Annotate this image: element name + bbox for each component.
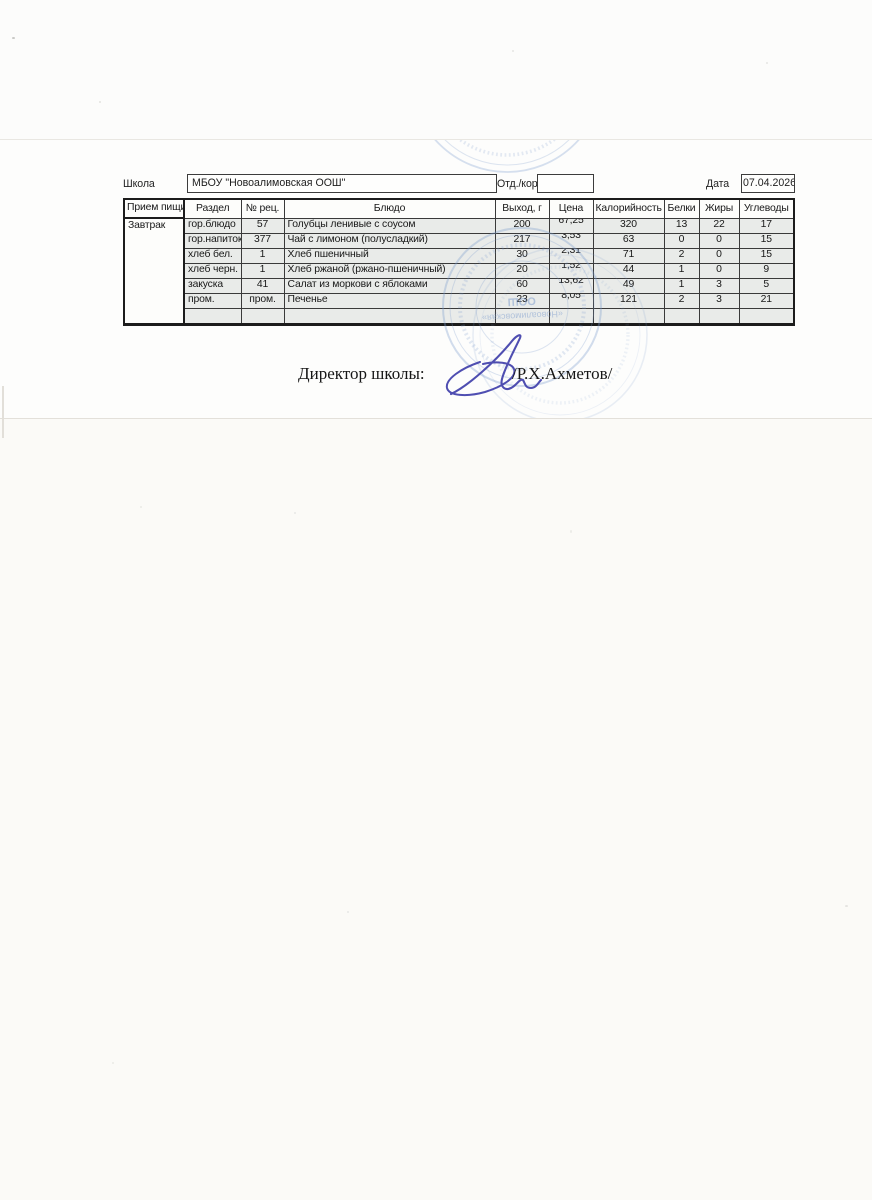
cell-carbs: 21 <box>738 292 795 309</box>
cell-out: 30 <box>494 247 550 264</box>
cell-price: 1,52 <box>561 263 581 272</box>
cell-price: 8,05 <box>561 293 581 302</box>
cell-dish: Печенье <box>283 292 496 309</box>
col-header-out: Выход, г <box>494 198 550 219</box>
dust-speck <box>12 37 15 39</box>
cell-rec: 1 <box>240 262 285 279</box>
table-row: хлеб черн. 1 Хлеб ржаной (ржано-пшеничны… <box>124 262 795 279</box>
cell-section: гор.напиток <box>183 232 242 249</box>
cell-protein: 2 <box>663 247 700 264</box>
col-header-protein: Белки <box>663 198 700 219</box>
cell-fat: 3 <box>698 292 740 309</box>
cell-kcal: 49 <box>592 277 665 294</box>
cell-out: 23 <box>494 292 550 309</box>
table-row: Завтрак гор.блюдо 57 Голубцы ленивые с с… <box>123 217 795 325</box>
dust-speck <box>140 506 142 508</box>
cell-protein: 13 <box>663 217 700 234</box>
col-header-kcal: Калорийность <box>592 198 665 219</box>
col-header-rec: № рец. <box>240 198 285 219</box>
cell-section: гор.блюдо <box>183 217 242 234</box>
cell-kcal: 121 <box>592 292 665 309</box>
cell-carbs: 17 <box>738 217 795 234</box>
cell-protein: 2 <box>663 292 700 309</box>
document-paper: Школа МБОУ "Новоалимовская ООШ" Отд./кор… <box>0 140 872 418</box>
cell-kcal: 63 <box>592 232 665 249</box>
stamp-fragment-top <box>434 140 580 173</box>
cell-price: 2,31 <box>561 248 581 257</box>
dust-speck <box>512 50 514 52</box>
dust-speck <box>570 530 572 533</box>
school-label: Школа <box>123 178 155 190</box>
cell-dish: Голубцы ленивые с соусом <box>283 217 496 234</box>
director-name: /Р.Х.Ахметов/ <box>512 364 613 383</box>
cell-carbs: 15 <box>738 232 795 249</box>
cell-dish: Хлеб пшеничный <box>283 247 496 264</box>
cell-fat: 22 <box>698 217 740 234</box>
table-header-row: Прием пищи Раздел № рец. Блюдо Выход, г … <box>123 198 795 219</box>
col-header-meal: Прием пищи <box>123 198 185 219</box>
cell-protein: 1 <box>663 277 700 294</box>
cell-kcal: 71 <box>592 247 665 264</box>
cell-carbs: 9 <box>738 262 795 279</box>
dept-value-field <box>537 174 594 193</box>
cell-carbs: 15 <box>738 247 795 264</box>
col-header-dish: Блюдо <box>283 198 496 219</box>
col-header-price: Цена <box>548 198 594 219</box>
paper-edge-artifact <box>2 386 4 438</box>
cell-rec: 1 <box>240 247 285 264</box>
cell-rec: 57 <box>240 217 285 234</box>
cell-section: хлеб бел. <box>183 247 242 264</box>
cell-protein: 0 <box>663 232 700 249</box>
cell-kcal: 44 <box>592 262 665 279</box>
scanner-background-bottom <box>0 418 872 1200</box>
cell-kcal: 320 <box>592 217 665 234</box>
cell-out: 20 <box>494 262 550 279</box>
cell-rec: 377 <box>240 232 285 249</box>
date-label: Дата <box>706 178 730 190</box>
table-row: закуска 41 Салат из моркови с яблоками 6… <box>124 277 795 294</box>
cell-dish: Хлеб ржаной (ржано-пшеничный) <box>283 262 496 279</box>
cell-fat: 3 <box>698 277 740 294</box>
dust-speck <box>112 1062 114 1064</box>
cell-section: закуска <box>183 277 242 294</box>
cell-dish: Чай с лимоном (полусладкий) <box>283 232 496 249</box>
dust-speck <box>99 101 101 103</box>
dust-speck <box>766 62 768 64</box>
cell-price: 3,53 <box>561 233 581 242</box>
school-value-field: МБОУ "Новоалимовская ООШ" <box>187 174 497 193</box>
table-row-empty <box>124 307 795 325</box>
col-header-fat: Жиры <box>698 198 740 219</box>
cell-dish: Салат из моркови с яблоками <box>283 277 496 294</box>
cell-out: 60 <box>494 277 550 294</box>
cell-rec: пром. <box>240 292 285 309</box>
cell-out: 217 <box>494 232 550 249</box>
table-row: пром. пром. Печенье 23 8,05 121 2 3 21 <box>124 292 795 309</box>
table-row: хлеб бел. 1 Хлеб пшеничный 30 2,31 71 2 … <box>124 247 795 264</box>
director-label: Директор школы: <box>298 364 425 383</box>
cell-section: хлеб черн. <box>183 262 242 279</box>
cell-fat: 0 <box>698 262 740 279</box>
cell-section: пром. <box>183 292 242 309</box>
cell-out: 200 <box>494 217 550 234</box>
cell-fat: 0 <box>698 232 740 249</box>
cell-carbs: 5 <box>738 277 795 294</box>
col-header-section: Раздел <box>183 198 242 219</box>
cell-protein: 1 <box>663 262 700 279</box>
dust-speck <box>347 911 349 913</box>
col-header-carbs: Углеводы <box>738 198 795 219</box>
menu-table: Прием пищи Раздел № рец. Блюдо Выход, г … <box>123 198 795 326</box>
cell-price: 67,25 <box>558 218 584 227</box>
cell-rec: 41 <box>240 277 285 294</box>
cell-fat: 0 <box>698 247 740 264</box>
meal-cell: Завтрак <box>123 217 185 325</box>
date-value-field: 07.04.2026 <box>741 174 795 193</box>
table-row: гор.напиток 377 Чай с лимоном (полусладк… <box>124 232 795 249</box>
scanner-background-top <box>0 0 872 140</box>
cell-price: 13,62 <box>558 278 584 287</box>
dust-speck <box>294 512 296 514</box>
dept-label: Отд./корп <box>497 178 544 190</box>
dust-speck <box>845 905 848 907</box>
